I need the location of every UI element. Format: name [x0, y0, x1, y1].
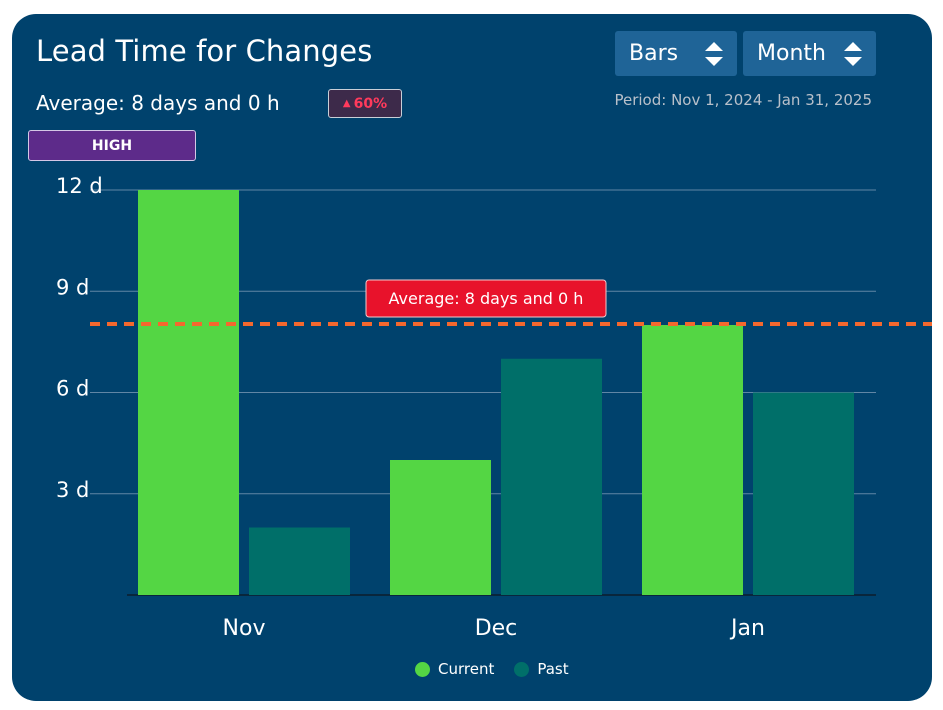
legend-item-past[interactable]: Past [514, 660, 569, 678]
y-tick-label: 6 d [56, 377, 89, 401]
change-badge: ▲ 60% [328, 89, 402, 118]
sort-arrows-icon [703, 40, 725, 68]
bar-past-nov [249, 527, 350, 595]
change-value: 60% [353, 95, 388, 112]
x-tick-label: Dec [475, 616, 518, 641]
performance-level-badge: HIGH [28, 130, 196, 161]
x-tick-label: Nov [223, 616, 266, 641]
legend-label-current: Current [438, 660, 495, 678]
x-tick-label: Jan [729, 616, 765, 641]
legend-swatch-current [415, 661, 430, 677]
y-tick-label: 3 d [56, 478, 89, 502]
bar-current-nov [138, 190, 239, 595]
bar-past-jan [753, 392, 854, 595]
y-tick-label: 9 d [56, 275, 89, 299]
period-range: Period: Nov 1, 2024 - Jan 31, 2025 [614, 91, 872, 109]
legend-swatch-past [514, 661, 530, 677]
chart-legend: Current Past [415, 660, 569, 678]
granularity-label: Month [757, 41, 826, 66]
average-label: Average: 8 days and 0 h [389, 289, 584, 308]
bar-chart: 3 d 6 d 9 d 12 d Nov Dec Jan Average: 8 days an… [56, 174, 932, 641]
legend-item-current[interactable]: Current [415, 660, 494, 678]
bar-past-dec [501, 358, 602, 595]
sort-arrows-icon [842, 40, 864, 68]
granularity-select[interactable]: Month [743, 31, 876, 76]
average-summary: Average: 8 days and 0 h [36, 91, 280, 115]
legend-label-past: Past [537, 660, 569, 678]
bar-current-jan [642, 325, 743, 595]
chart-type-label: Bars [629, 41, 679, 66]
average-label-box [365, 279, 607, 318]
chart-title: Lead Time for Changes [36, 34, 373, 68]
bar-current-dec [390, 460, 491, 595]
chart-card: Lead Time for Changes Bars Month Average… [12, 14, 932, 701]
arrow-up-icon: ▲ [342, 98, 351, 109]
y-tick-label: 12 d [56, 174, 103, 198]
chart-type-select[interactable]: Bars [615, 31, 737, 76]
